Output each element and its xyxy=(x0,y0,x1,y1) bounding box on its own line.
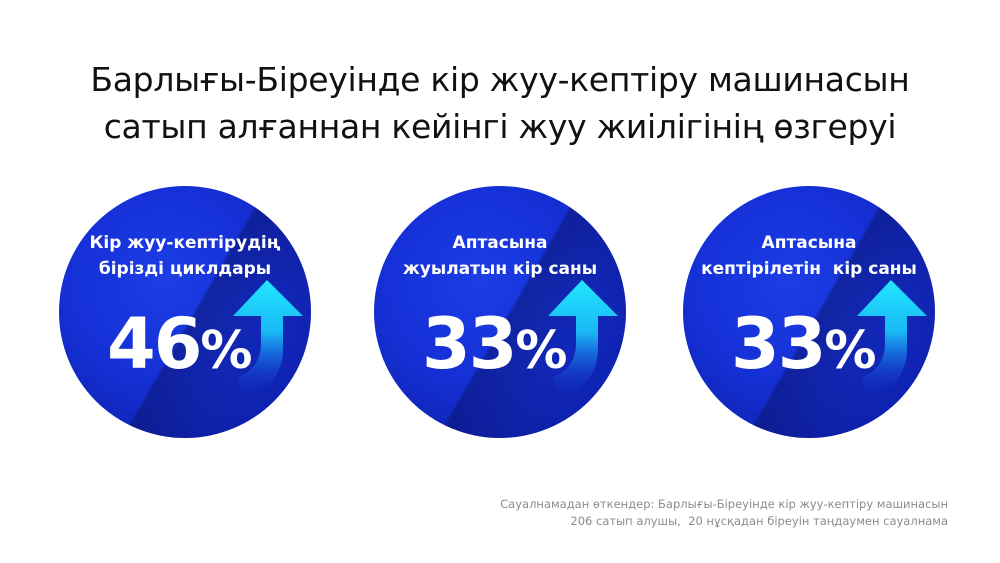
stat-label-line-2: бірізді циклдары xyxy=(98,259,272,279)
footnote-line-2: 206 сатып алушы, 20 нұсқадан біреуін таң… xyxy=(570,514,948,528)
arrow-up-icon xyxy=(233,280,303,396)
stat-value: 46% xyxy=(107,304,253,391)
footnote-line-1: Сауалнамадан өткендер: Барлығы-Біреуінде… xyxy=(500,497,948,511)
stat-number: 33 xyxy=(422,303,517,385)
stat-value: 33% xyxy=(731,304,877,391)
stat-label: Аптасына кептірілетін кір саны xyxy=(683,230,935,282)
stat-label-line-2: кептірілетін кір саны xyxy=(701,259,917,279)
stat-unit: % xyxy=(515,321,568,381)
stat-circle-washed-loads: Аптасына жуылатын кір саны 33% xyxy=(374,186,626,438)
stat-label-line-1: Аптасына xyxy=(452,233,548,253)
stat-label-line-1: Аптасына xyxy=(761,233,857,253)
survey-footnote: Сауалнамадан өткендер: Барлығы-Біреуінде… xyxy=(428,496,948,530)
page-title: Барлығы-Біреуінде кір жуу-кептіру машина… xyxy=(0,56,1000,150)
stat-unit: % xyxy=(824,321,877,381)
arrow-up-icon xyxy=(548,280,618,396)
arrow-up-icon xyxy=(857,280,927,396)
title-line-2: сатып алғаннан кейінгі жуу жиілігінің өз… xyxy=(103,107,897,146)
stat-value: 33% xyxy=(422,304,568,391)
stat-label: Кір жуу-кептірудің бірізді циклдары xyxy=(59,230,311,282)
stat-circle-cycles: Кір жуу-кептірудің бірізді циклдары 46% xyxy=(59,186,311,438)
stat-unit: % xyxy=(200,321,253,381)
stat-label-line-1: Кір жуу-кептірудің xyxy=(89,233,281,253)
title-line-1: Барлығы-Біреуінде кір жуу-кептіру машина… xyxy=(90,60,910,99)
stat-label-line-2: жуылатын кір саны xyxy=(402,259,598,279)
stat-circle-dried-loads: Аптасына кептірілетін кір саны 33% xyxy=(683,186,935,438)
stat-number: 46 xyxy=(107,303,202,385)
stat-label: Аптасына жуылатын кір саны xyxy=(374,230,626,282)
stat-number: 33 xyxy=(731,303,826,385)
